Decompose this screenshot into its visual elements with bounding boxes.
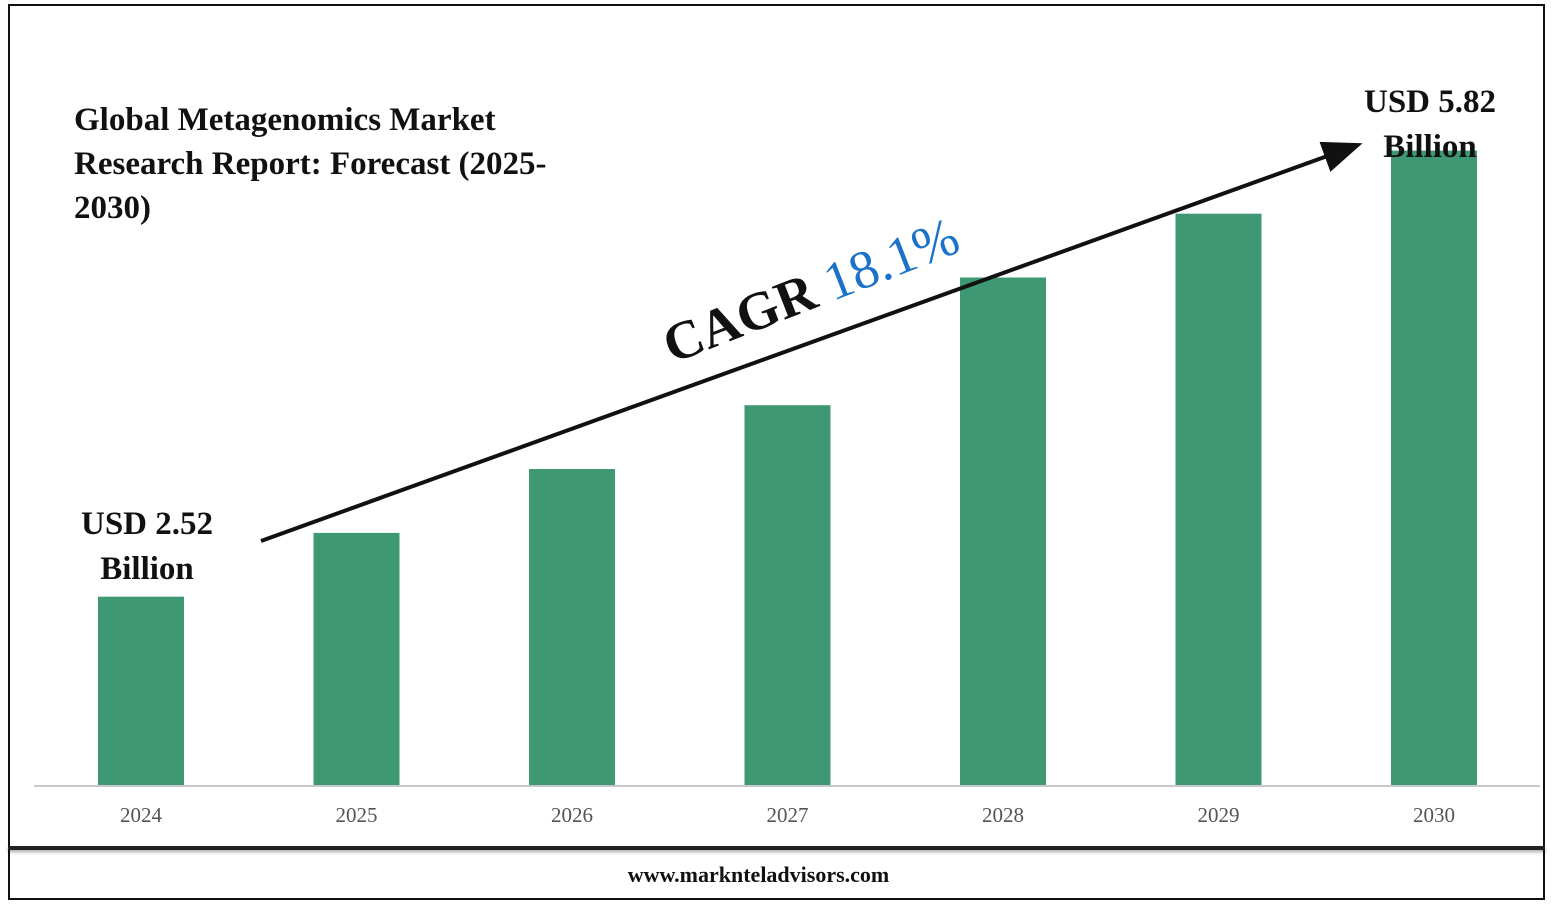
bar-2026 bbox=[529, 469, 615, 786]
x-tick-2025: 2025 bbox=[336, 803, 378, 827]
start-value-amount: USD 2.52 bbox=[80, 506, 214, 542]
start-value-label: USD 2.52 Billion bbox=[62, 502, 232, 592]
x-tick-2024: 2024 bbox=[120, 803, 163, 827]
footer-divider bbox=[8, 846, 1545, 850]
trend-arrow bbox=[260, 141, 1363, 543]
bar-2027 bbox=[744, 405, 831, 786]
x-tick-2027: 2027 bbox=[767, 803, 809, 827]
website-link[interactable]: www.marknteladvisors.com bbox=[627, 862, 890, 887]
bar-2030 bbox=[1391, 150, 1477, 787]
x-tick-2030: 2030 bbox=[1413, 803, 1455, 827]
bar-2028 bbox=[960, 277, 1046, 786]
end-value-label: USD 5.82 Billion bbox=[1340, 80, 1520, 170]
bar-2029 bbox=[1175, 213, 1262, 786]
chart-title: Global Metagenomics Market Research Repo… bbox=[74, 102, 547, 226]
bar-2024 bbox=[98, 596, 184, 786]
bar-2025 bbox=[313, 532, 400, 786]
x-tick-2029: 2029 bbox=[1198, 803, 1240, 827]
end-value-unit: Billion bbox=[1383, 129, 1477, 165]
end-value-amount: USD 5.82 bbox=[1363, 84, 1497, 120]
x-tick-2028: 2028 bbox=[982, 803, 1024, 827]
x-tick-2026: 2026 bbox=[551, 803, 593, 827]
start-value-unit: Billion bbox=[100, 551, 194, 587]
